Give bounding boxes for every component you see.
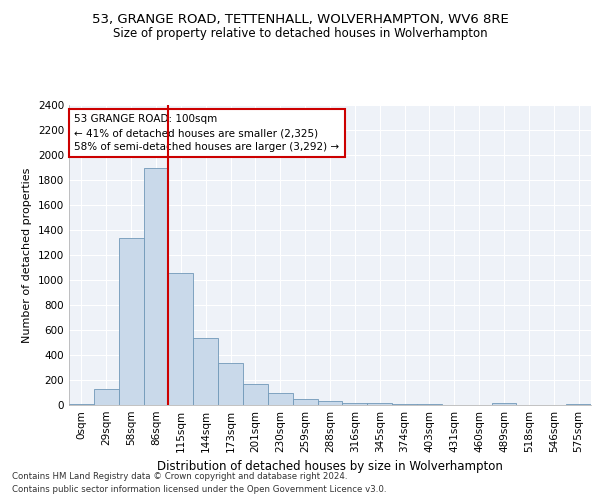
Text: 53, GRANGE ROAD, TETTENHALL, WOLVERHAMPTON, WV6 8RE: 53, GRANGE ROAD, TETTENHALL, WOLVERHAMPT…: [92, 12, 508, 26]
Bar: [69, 404, 94, 405]
Bar: [218, 362, 243, 405]
Bar: [243, 384, 268, 405]
Bar: [268, 392, 293, 405]
Text: Contains public sector information licensed under the Open Government Licence v3: Contains public sector information licen…: [12, 485, 386, 494]
Bar: [392, 404, 417, 405]
Bar: [293, 399, 317, 405]
Bar: [417, 404, 442, 405]
Text: Size of property relative to detached houses in Wolverhampton: Size of property relative to detached ho…: [113, 28, 487, 40]
Bar: [367, 403, 392, 405]
Bar: [169, 272, 193, 405]
Bar: [94, 389, 119, 405]
Bar: [193, 338, 218, 405]
Bar: [343, 402, 367, 405]
Bar: [119, 238, 143, 405]
Text: 53 GRANGE ROAD: 100sqm
← 41% of detached houses are smaller (2,325)
58% of semi-: 53 GRANGE ROAD: 100sqm ← 41% of detached…: [74, 114, 340, 152]
X-axis label: Distribution of detached houses by size in Wolverhampton: Distribution of detached houses by size …: [157, 460, 503, 473]
Bar: [491, 402, 517, 405]
Y-axis label: Number of detached properties: Number of detached properties: [22, 168, 32, 342]
Bar: [566, 404, 591, 405]
Bar: [143, 168, 169, 405]
Text: Contains HM Land Registry data © Crown copyright and database right 2024.: Contains HM Land Registry data © Crown c…: [12, 472, 347, 481]
Bar: [317, 401, 343, 405]
